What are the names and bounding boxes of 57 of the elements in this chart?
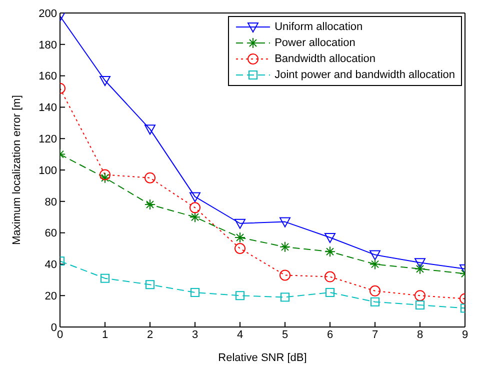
point <box>236 291 244 300</box>
point <box>370 258 380 270</box>
y-tick-label: 160 <box>38 70 57 83</box>
point <box>100 274 110 283</box>
legend-label: Bandwidth allocation <box>274 53 376 65</box>
legend-label: Joint power and bandwidth allocation <box>274 69 455 81</box>
y-tick-label: 120 <box>38 134 57 146</box>
point <box>100 172 110 184</box>
point <box>414 263 426 274</box>
point <box>280 241 290 252</box>
x-tick-label: 9 <box>462 328 468 341</box>
legend-label: Power allocation <box>274 37 356 49</box>
point <box>190 288 200 297</box>
point <box>324 233 336 244</box>
x-tick-label: 3 <box>192 328 198 341</box>
y-tick-label: 200 <box>38 8 57 20</box>
point <box>324 246 336 258</box>
x-tick-label: 8 <box>416 328 424 341</box>
point <box>144 172 156 184</box>
point <box>146 280 154 290</box>
point <box>414 258 426 268</box>
y-tick-label: 140 <box>38 102 57 114</box>
point <box>416 300 424 310</box>
point <box>234 243 246 254</box>
point <box>414 290 426 302</box>
y-tick-label: 80 <box>44 196 57 208</box>
point <box>326 288 334 297</box>
point <box>234 218 246 229</box>
y-tick-label: 60 <box>44 228 57 240</box>
point <box>324 271 336 282</box>
point <box>100 76 110 86</box>
x-tick-label: 4 <box>236 328 244 341</box>
x-tick-label: 1 <box>102 328 108 341</box>
y-axis-title: Maximum localization error [m] <box>10 95 23 245</box>
x-tick-label: 2 <box>146 328 154 341</box>
x-axis-title: Relative SNR [dB] <box>218 352 307 364</box>
y-tick-label: 180 <box>38 39 57 52</box>
point <box>234 232 246 244</box>
point <box>280 270 290 281</box>
x-tick-label: 5 <box>282 328 288 341</box>
point <box>370 285 380 296</box>
point <box>370 297 380 306</box>
x-tick-label: 6 <box>326 328 334 341</box>
point <box>280 217 290 228</box>
point <box>144 199 156 210</box>
y-tick-label: 100 <box>38 164 57 177</box>
legend-label: Uniform allocation <box>274 21 363 33</box>
point <box>190 212 200 223</box>
y-tick-label: 40 <box>44 259 57 272</box>
y-tick-label: 20 <box>44 290 57 303</box>
point <box>370 250 380 260</box>
point <box>100 169 110 180</box>
point <box>280 292 290 302</box>
point <box>190 192 200 202</box>
point <box>190 202 200 214</box>
x-tick-label: 7 <box>372 328 378 341</box>
point <box>144 124 156 135</box>
